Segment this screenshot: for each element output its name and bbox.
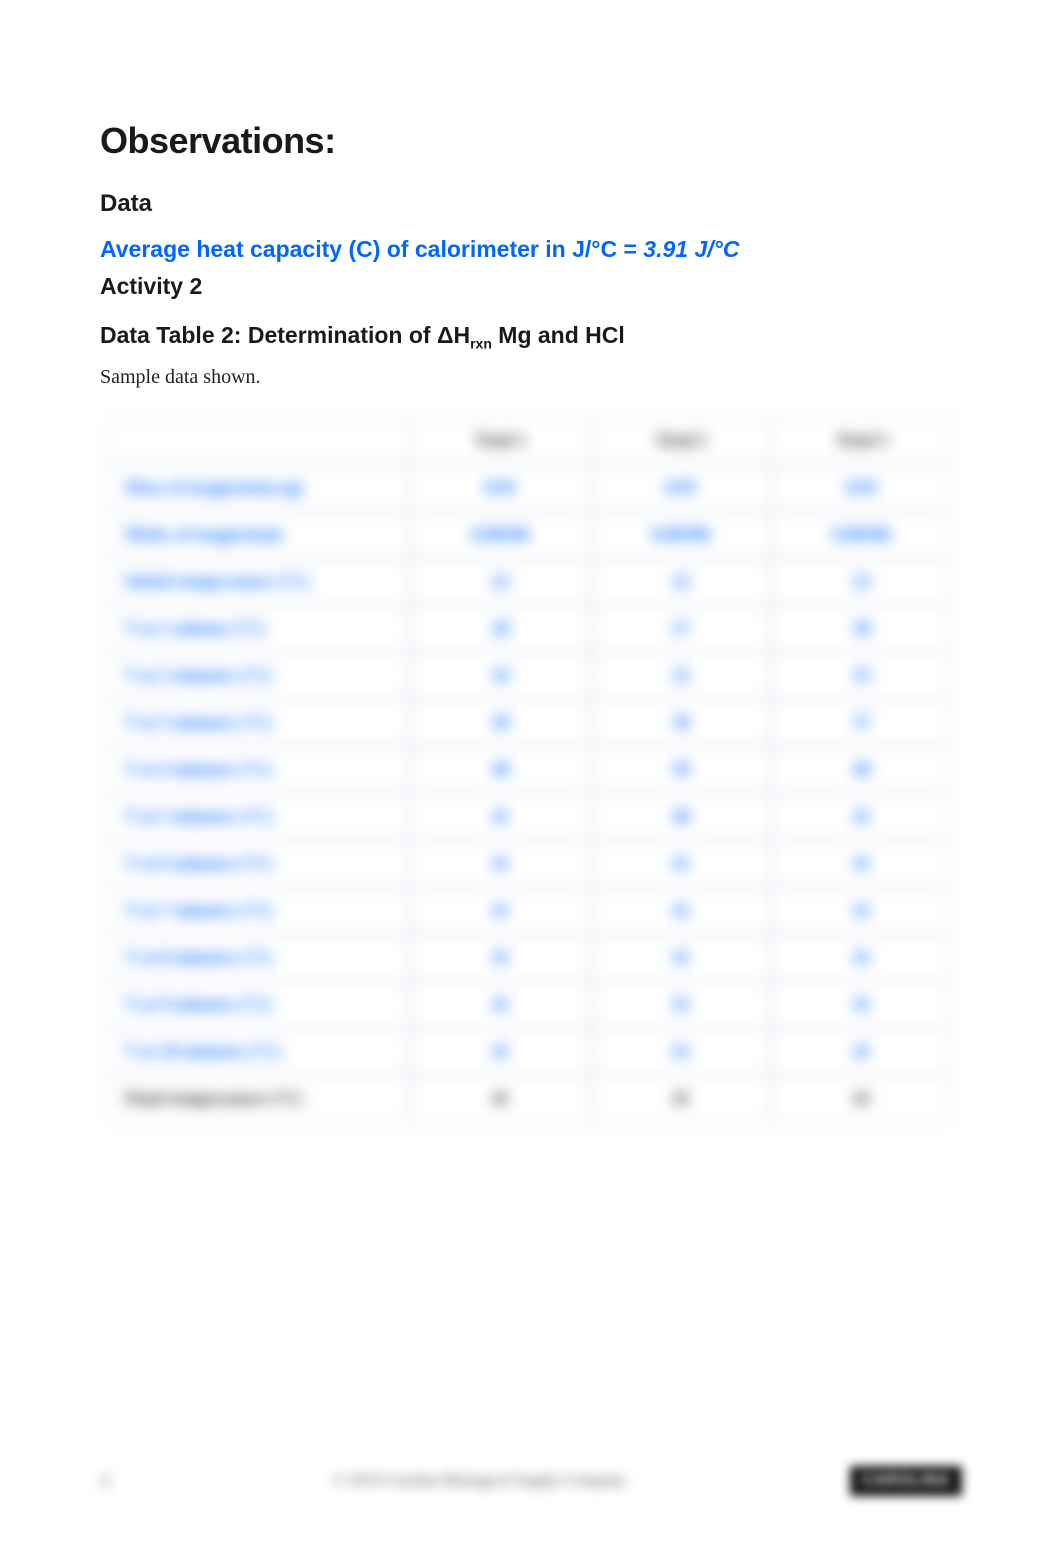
table-title-sub: rxn bbox=[470, 336, 492, 352]
table-cell: 28 bbox=[771, 605, 952, 652]
col-header-trial-3: Trial 3 bbox=[771, 417, 952, 464]
table-cell: 32 bbox=[591, 652, 772, 699]
row-label: T at 1 minute (°C) bbox=[110, 605, 410, 652]
table-cell: 41 bbox=[591, 840, 772, 887]
table-cell: 41 bbox=[410, 793, 591, 840]
row-label: T at 4 minutes (°C) bbox=[110, 746, 410, 793]
data-table-2: Trial 1 Trial 2 Trial 3 Mass of magnesiu… bbox=[110, 417, 952, 1122]
table-cell: 0.05 bbox=[771, 464, 952, 511]
row-label: T at 9 minutes (°C) bbox=[110, 981, 410, 1028]
table-cell: 41 bbox=[410, 934, 591, 981]
table-cell: 41 bbox=[591, 934, 772, 981]
row-label: T at 5 minutes (°C) bbox=[110, 793, 410, 840]
table-row: T at 5 minutes (°C)414041 bbox=[110, 793, 952, 840]
table-cell: 22 bbox=[771, 558, 952, 605]
table-cell: 41 bbox=[771, 981, 952, 1028]
page-number: 3 bbox=[100, 1471, 109, 1492]
copyright-text: © 2019 Carolina Biological Supply Compan… bbox=[109, 1472, 850, 1490]
table-cell: 37 bbox=[771, 699, 952, 746]
table-row: T at 7 minutes (°C)414141 bbox=[110, 887, 952, 934]
table-cell: 40 bbox=[771, 746, 952, 793]
table-title-pre: Data Table 2: Determination of ΔH bbox=[100, 322, 470, 348]
table-cell: 38 bbox=[410, 699, 591, 746]
heading-data: Data bbox=[100, 190, 962, 218]
table-title-post: Mg and HCl bbox=[492, 322, 625, 348]
table-row: T at 9 minutes (°C)414141 bbox=[110, 981, 952, 1028]
table-row: T at 2 minutes (°C)343233 bbox=[110, 652, 952, 699]
avg-heat-value: 3.91 J/°C bbox=[643, 236, 739, 262]
table-cell: 40 bbox=[591, 793, 772, 840]
row-label: Moles of magnesium bbox=[110, 511, 410, 558]
data-table-2-blurred: Trial 1 Trial 2 Trial 3 Mass of magnesiu… bbox=[110, 417, 952, 1122]
table-cell: 41 bbox=[771, 934, 952, 981]
table-cell: 33 bbox=[771, 652, 952, 699]
table-cell: 0.00206 bbox=[591, 511, 772, 558]
table-row: Final temperature (°C)414141 bbox=[110, 1075, 952, 1122]
heading-avg-heat-capacity: Average heat capacity (C) of calorimeter… bbox=[100, 236, 962, 263]
row-label: T at 8 minutes (°C) bbox=[110, 934, 410, 981]
row-label: T at 7 minutes (°C) bbox=[110, 887, 410, 934]
table-cell: 0.05 bbox=[410, 464, 591, 511]
table-cell: 34 bbox=[410, 652, 591, 699]
table-cell: 41 bbox=[410, 887, 591, 934]
table-cell: 41 bbox=[591, 1075, 772, 1122]
table-cell: 41 bbox=[771, 840, 952, 887]
table-cell: 22 bbox=[591, 558, 772, 605]
heading-observations: Observations: bbox=[100, 120, 962, 162]
table-cell: 40 bbox=[410, 746, 591, 793]
row-label: T at 10 minutes (°C) bbox=[110, 1028, 410, 1075]
page-footer: 3 © 2019 Carolina Biological Supply Comp… bbox=[0, 1466, 1062, 1496]
table-cell: 41 bbox=[410, 981, 591, 1028]
table-cell: 41 bbox=[771, 887, 952, 934]
col-header-trial-2: Trial 2 bbox=[591, 417, 772, 464]
table-cell: 41 bbox=[591, 1028, 772, 1075]
table-row: T at 6 minutes (°C)414141 bbox=[110, 840, 952, 887]
table-cell: 28 bbox=[410, 605, 591, 652]
table-cell: 0.05 bbox=[591, 464, 772, 511]
row-label: T at 3 minutes (°C) bbox=[110, 699, 410, 746]
table-cell: 41 bbox=[591, 981, 772, 1028]
col-header-empty bbox=[110, 417, 410, 464]
table-row: T at 3 minutes (°C)383637 bbox=[110, 699, 952, 746]
table-cell: 41 bbox=[591, 887, 772, 934]
heading-table-title: Data Table 2: Determination of ΔHrxn Mg … bbox=[100, 322, 962, 352]
heading-activity: Activity 2 bbox=[100, 273, 962, 300]
table-cell: 0.00206 bbox=[410, 511, 591, 558]
table-cell: 36 bbox=[591, 699, 772, 746]
table-row: T at 1 minute (°C)282728 bbox=[110, 605, 952, 652]
table-header-row: Trial 1 Trial 2 Trial 3 bbox=[110, 417, 952, 464]
row-label: Final temperature (°C) bbox=[110, 1075, 410, 1122]
table-cell: 41 bbox=[771, 1075, 952, 1122]
table-cell: 41 bbox=[410, 1075, 591, 1122]
table-cell: 27 bbox=[591, 605, 772, 652]
table-cell: 0.00206 bbox=[771, 511, 952, 558]
table-row: Moles of magnesium0.002060.002060.00206 bbox=[110, 511, 952, 558]
table-row: T at 8 minutes (°C)414141 bbox=[110, 934, 952, 981]
table-cell: 41 bbox=[410, 1028, 591, 1075]
table-cell: 22 bbox=[410, 558, 591, 605]
brand-badge: CAROLINA bbox=[850, 1466, 962, 1496]
table-row: Mass of magnesium (g)0.050.050.05 bbox=[110, 464, 952, 511]
document-page: Observations: Data Average heat capacity… bbox=[0, 0, 1062, 1556]
table-cell: 41 bbox=[771, 793, 952, 840]
row-label: T at 2 minutes (°C) bbox=[110, 652, 410, 699]
table-row: T at 10 minutes (°C)414141 bbox=[110, 1028, 952, 1075]
row-label: Initial temperature (°C) bbox=[110, 558, 410, 605]
table-cell: 39 bbox=[591, 746, 772, 793]
sample-data-note: Sample data shown. bbox=[100, 366, 962, 389]
row-label: Mass of magnesium (g) bbox=[110, 464, 410, 511]
table-cell: 41 bbox=[771, 1028, 952, 1075]
avg-heat-label: Average heat capacity (C) of calorimeter… bbox=[100, 236, 643, 262]
row-label: T at 6 minutes (°C) bbox=[110, 840, 410, 887]
table-cell: 41 bbox=[410, 840, 591, 887]
col-header-trial-1: Trial 1 bbox=[410, 417, 591, 464]
table-row: Initial temperature (°C)222222 bbox=[110, 558, 952, 605]
table-row: T at 4 minutes (°C)403940 bbox=[110, 746, 952, 793]
